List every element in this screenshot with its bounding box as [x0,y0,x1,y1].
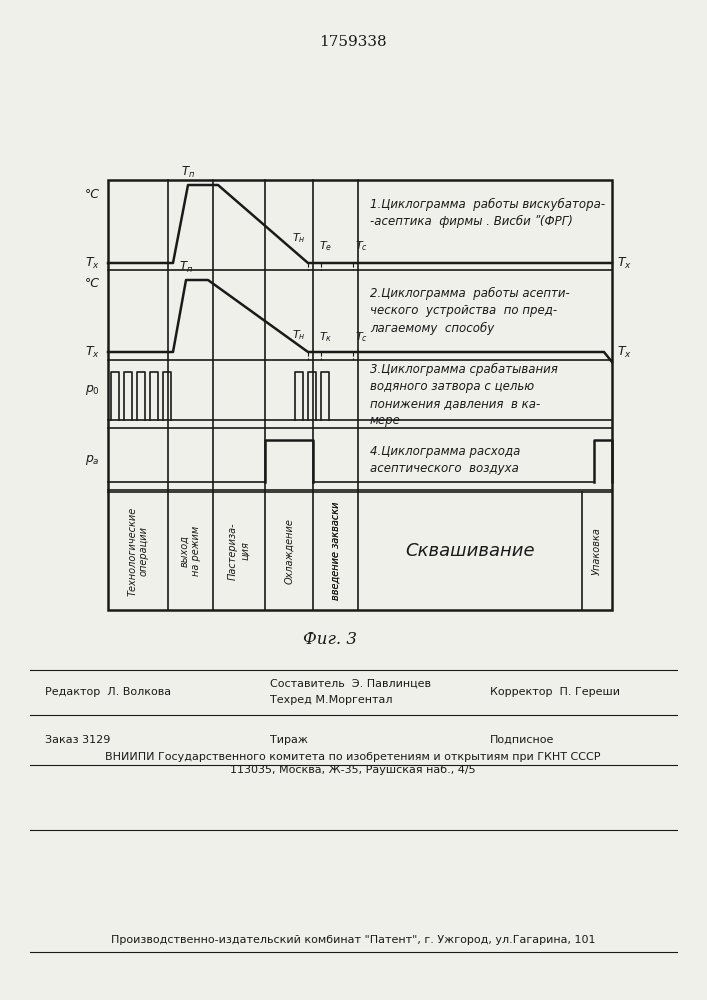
Text: $T_x$: $T_x$ [617,255,632,271]
Text: Охлаждение: Охлаждение [284,518,294,584]
Text: $T_e$: $T_e$ [319,239,332,253]
Text: Заказ 3129: Заказ 3129 [45,735,110,745]
Text: Пастериза-
ция: Пастериза- ция [228,522,250,580]
Text: $T_x$: $T_x$ [617,344,632,360]
Text: Тираж: Тираж [270,735,308,745]
Text: 1759338: 1759338 [319,35,387,49]
Text: 1.Циклограмма  работы вискубатора-
-асептика  фирмы . Висби ʺ(ФРГ): 1.Циклограмма работы вискубатора- -асепт… [370,198,605,228]
Text: $T_x$: $T_x$ [85,344,100,360]
Text: Технологические
операции: Технологические операции [127,506,148,596]
Text: $T_п$: $T_п$ [179,260,193,275]
Text: Сквашивание: Сквашивание [405,542,534,560]
Text: Производственно-издательский комбинат "Патент", г. Ужгород, ул.Гагарина, 101: Производственно-издательский комбинат "П… [111,935,595,945]
Text: $T_п$: $T_п$ [181,165,195,180]
Text: $T_н$: $T_н$ [293,231,306,245]
Text: $T_н$: $T_н$ [293,328,306,342]
Text: Редактор  Л. Волкова: Редактор Л. Волкова [45,687,171,697]
Text: $p_a$: $p_a$ [86,453,100,467]
Text: введение закваски: введение закваски [330,502,341,600]
Text: ВНИИПИ Государственного комитета по изобретениям и открытиям при ГКНТ СССР: ВНИИПИ Государственного комитета по изоб… [105,752,601,762]
Text: $p_0$: $p_0$ [85,383,100,397]
Text: выход
на режим: выход на режим [180,526,201,576]
Text: Фиг. 3: Фиг. 3 [303,632,357,648]
Text: Упаковка: Упаковка [592,527,602,575]
Text: Подписное: Подписное [490,735,554,745]
Text: $T_к$: $T_к$ [319,330,332,344]
Text: 113035, Москва, Ж-35, Раушская наб., 4/5: 113035, Москва, Ж-35, Раушская наб., 4/5 [230,765,476,775]
Text: 2.Циклограмма  работы асепти-
ческого  устройства  по пред-
лагаемому  способу: 2.Циклограмма работы асепти- ческого уст… [370,287,570,335]
Text: введение закваски: введение закваски [330,502,341,600]
Text: Техред М.Моргентал: Техред М.Моргентал [270,695,392,705]
Text: $T_x$: $T_x$ [85,255,100,271]
Text: °C: °C [85,188,100,201]
Text: $T_c$: $T_c$ [355,330,368,344]
Text: 3.Циклограмма срабатывания
водяного затвора с целью
понижения давления  в ка-
ме: 3.Циклограмма срабатывания водяного затв… [370,363,558,427]
Bar [108,180,612,610]
Text: °C: °C [85,277,100,290]
Text: Корректор  П. Гереши: Корректор П. Гереши [490,687,620,697]
Text: $T_c$: $T_c$ [355,239,368,253]
Text: 4.Циклограмма расхода
асептического  воздуха: 4.Циклограмма расхода асептического возд… [370,445,520,475]
Text: Составитель  Э. Павлинцев: Составитель Э. Павлинцев [270,679,431,689]
